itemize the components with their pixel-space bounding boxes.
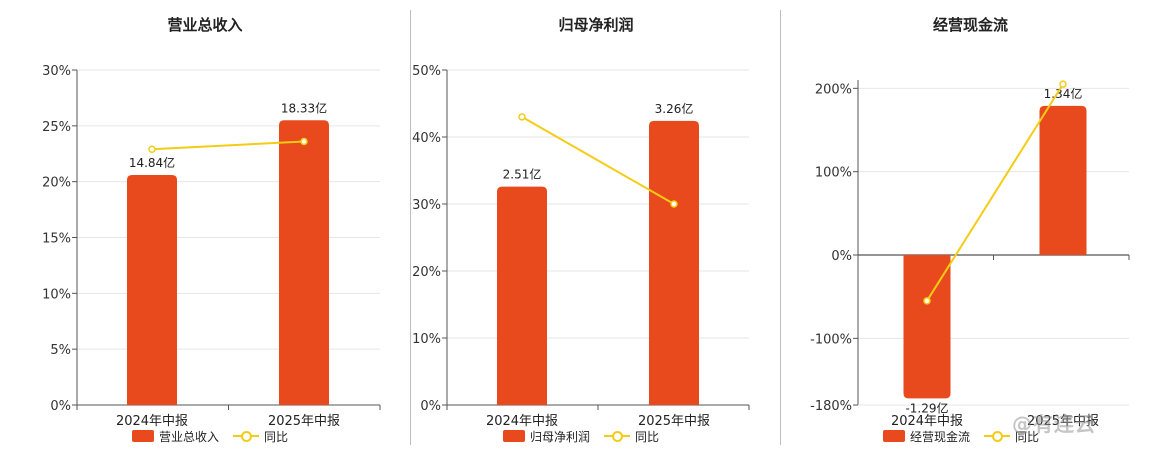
x-category-label: 2024年中报 bbox=[486, 414, 558, 429]
legend-net-profit: 归母净利润 同比 bbox=[503, 427, 659, 445]
y-tick-label: 50% bbox=[412, 64, 441, 79]
bar bbox=[127, 174, 177, 405]
y-tick-label: 25% bbox=[42, 120, 71, 135]
yoy-line bbox=[926, 83, 1064, 302]
net-profit-chart: 0% 10% 20% 30% 40% 50% 2024年中报 2025年中报 2.51亿 3.26… bbox=[412, 64, 750, 429]
yoy-point bbox=[1059, 80, 1067, 88]
bar bbox=[279, 120, 329, 405]
bar-value-label: 3.26亿 bbox=[655, 101, 694, 116]
y-tick-label: 15% bbox=[42, 232, 71, 247]
y-tick-label: 10% bbox=[412, 332, 441, 347]
divider-2 bbox=[780, 10, 781, 445]
legend-cash-flow: 经营现金流 同比 bbox=[883, 427, 1039, 445]
x-category-label: 2025年中报 bbox=[638, 414, 710, 429]
y-tick-label: 5% bbox=[50, 343, 71, 358]
divider-1 bbox=[410, 10, 411, 445]
chart-panel-revenue: 营业总收入 0% 5% 10% 15% 20% 25% 30% 2024年中报 2025年中报 1… bbox=[0, 0, 410, 450]
y-tick-label: 200% bbox=[815, 82, 852, 97]
x-category-label: 2025年中报 bbox=[1027, 414, 1099, 429]
legend-bar-label: 经营现金流 bbox=[910, 429, 971, 444]
bar-value-label: 14.84亿 bbox=[129, 155, 175, 170]
legend-line-swatch bbox=[604, 430, 631, 442]
yoy-point bbox=[518, 113, 526, 121]
y-tick-label: 10% bbox=[42, 287, 71, 302]
legend-line-swatch bbox=[984, 430, 1011, 442]
legend-line-label: 同比 bbox=[1015, 429, 1040, 444]
y-tick-label: 20% bbox=[42, 176, 71, 191]
chart-panel-cash-flow: 经营现金流 -180% -100% 0% 100% 200% 2024年中报 2025年中报… bbox=[781, 0, 1160, 450]
bar bbox=[649, 120, 699, 406]
x-category-label: 2024年中报 bbox=[116, 414, 188, 429]
y-tick-label: 40% bbox=[412, 131, 441, 146]
y-tick-label: 30% bbox=[42, 64, 71, 79]
yoy-point bbox=[300, 137, 308, 146]
x-category-label: 2025年中报 bbox=[268, 414, 340, 429]
revenue-chart: 0% 5% 10% 15% 20% 25% 30% 2024年中报 2025年中报 14.84亿 1… bbox=[42, 64, 381, 429]
legend-line-swatch bbox=[233, 430, 260, 442]
legend-line-label: 同比 bbox=[264, 429, 289, 444]
bar-value-label: -1.29亿 bbox=[905, 400, 948, 415]
chart-title-revenue: 营业总收入 bbox=[167, 16, 243, 34]
x-category-label: 2024年中报 bbox=[891, 414, 963, 429]
bar bbox=[903, 255, 951, 399]
legend-bar-swatch bbox=[503, 430, 525, 442]
yoy-line bbox=[151, 140, 305, 151]
legend-revenue: 营业总收入 同比 bbox=[132, 427, 288, 445]
yoy-point bbox=[148, 145, 156, 154]
bar bbox=[1039, 105, 1087, 255]
bar bbox=[497, 186, 547, 405]
legend-bar-swatch bbox=[883, 430, 905, 442]
yoy-line bbox=[521, 116, 675, 205]
y-tick-label: 0% bbox=[50, 399, 71, 414]
legend-line-label: 同比 bbox=[635, 429, 660, 444]
chart-title-net-profit: 归母净利润 bbox=[558, 16, 634, 34]
bar-value-label: 1.34亿 bbox=[1044, 86, 1083, 101]
yoy-point bbox=[923, 297, 931, 305]
y-tick-label: 0% bbox=[831, 249, 852, 264]
yoy-point bbox=[670, 200, 678, 208]
y-tick-label: 100% bbox=[815, 166, 852, 181]
y-tick-label: -100% bbox=[810, 332, 852, 347]
legend-bar-label: 归母净利润 bbox=[530, 429, 591, 444]
y-tick-label: 20% bbox=[412, 265, 441, 280]
chart-title-cash-flow: 经营现金流 bbox=[932, 16, 1008, 34]
chart-panel-net-profit: 归母净利润 0% 10% 20% 30% 40% 50% 2024年中报 2025年中报 2.5… bbox=[411, 0, 781, 450]
watermark: @有连云 bbox=[1012, 412, 1096, 436]
legend-bar-label: 营业总收入 bbox=[159, 429, 220, 444]
legend-bar-swatch bbox=[132, 430, 154, 442]
y-tick-label: 0% bbox=[420, 399, 441, 414]
y-tick-label: 30% bbox=[412, 198, 441, 213]
cash-flow-chart: -180% -100% 0% 100% 200% 2024年中报 2025年中报 -1.29亿… bbox=[810, 80, 1130, 429]
bar-value-label: 2.51亿 bbox=[503, 167, 542, 182]
y-tick-label: -180% bbox=[810, 399, 852, 414]
bar-value-label: 18.33亿 bbox=[281, 100, 327, 115]
